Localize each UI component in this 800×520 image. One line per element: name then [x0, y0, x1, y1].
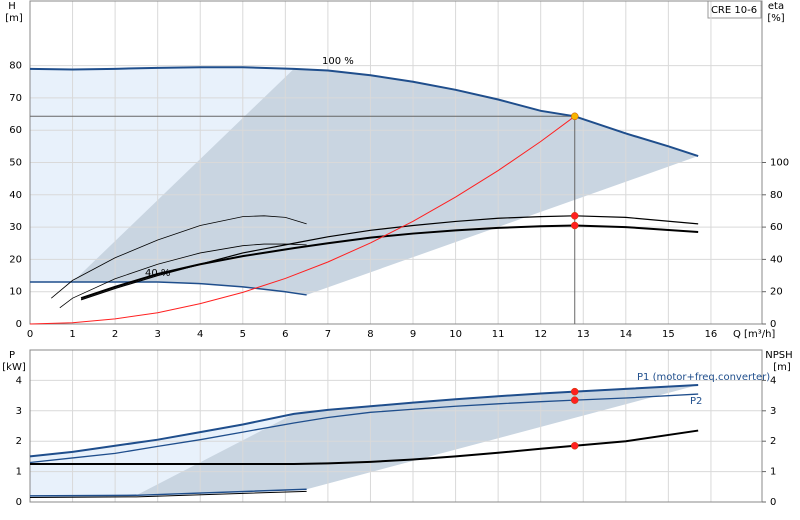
y-tick-label: 1 — [16, 467, 22, 478]
x-tick-label: 6 — [282, 329, 288, 340]
x-tick-label: 12 — [534, 329, 547, 340]
curve — [29, 115, 576, 325]
curve — [59, 243, 307, 309]
curve — [29, 383, 699, 458]
y2-tick-label: 2 — [770, 436, 776, 447]
y-tick-label: 20 — [9, 254, 22, 265]
x-tick-label: 16 — [705, 329, 718, 340]
y-tick-label: 2 — [16, 436, 22, 447]
y-tick-label: 0 — [16, 497, 22, 508]
y-tick-label: 60 — [9, 125, 22, 136]
y2-unit: [m] — [773, 362, 791, 373]
operating-point — [570, 221, 579, 230]
operating-point — [570, 212, 579, 220]
y2-unit: [%] — [767, 13, 784, 24]
curve-label: P1 (motor+freq.converter) — [637, 372, 770, 383]
y-tick-label: 10 — [9, 287, 22, 298]
y-label: P — [9, 350, 15, 361]
y2-tick-label: 0 — [770, 497, 776, 508]
y2-tick-label: 3 — [770, 406, 776, 417]
x-tick-label: 5 — [240, 329, 246, 340]
y2-label: eta — [768, 1, 784, 12]
x-tick-label: 11 — [492, 329, 505, 340]
x-tick-label: 3 — [154, 329, 160, 340]
curve — [80, 224, 699, 300]
pump-label: CRE 10-6 — [711, 5, 757, 16]
operating-point — [570, 442, 579, 450]
y-tick-label: 4 — [16, 375, 22, 386]
x-tick-label: 4 — [197, 329, 203, 340]
plot-frame — [29, 349, 763, 503]
y-label: H — [8, 1, 16, 12]
x-tick-label: 15 — [662, 329, 675, 340]
x-tick-label: 9 — [410, 329, 416, 340]
y2-tick-label: 20 — [770, 287, 783, 298]
x-tick-label: 1 — [69, 329, 75, 340]
curve-label: 40 % — [145, 268, 170, 279]
curve — [30, 281, 307, 296]
y-tick-label: 50 — [9, 158, 22, 169]
y-tick-label: 3 — [16, 406, 22, 417]
operating-point — [570, 387, 579, 396]
operating-range — [72, 68, 699, 295]
y-unit: [m] — [5, 13, 23, 24]
curve — [30, 429, 699, 465]
curve — [29, 66, 699, 157]
x-tick-label: 7 — [325, 329, 331, 340]
x-tick-label: 2 — [112, 329, 118, 340]
x-tick-label: 8 — [367, 329, 373, 340]
x-label: Q [m³/h] — [733, 329, 775, 340]
y2-tick-label: 4 — [770, 375, 776, 386]
x-tick-label: 0 — [27, 329, 33, 340]
y-unit: [kW] — [2, 362, 26, 373]
y-tick-label: 40 — [9, 190, 22, 201]
y-tick-label: 30 — [9, 222, 22, 233]
y-tick-label: 70 — [9, 93, 22, 104]
operating-point — [570, 112, 579, 121]
curve — [29, 393, 699, 464]
y2-tick-label: 60 — [770, 222, 783, 233]
curve-label: P2 — [690, 396, 702, 407]
y2-tick-label: 100 — [770, 158, 789, 169]
x-tick-label: 10 — [449, 329, 462, 340]
y2-tick-label: 1 — [770, 467, 776, 478]
y2-tick-label: 80 — [770, 190, 783, 201]
operating-range — [136, 384, 699, 496]
y-tick-label: 80 — [9, 61, 22, 72]
curve — [29, 488, 307, 497]
y-tick-label: 0 — [16, 319, 22, 330]
x-tick-label: 13 — [577, 329, 590, 340]
curve — [80, 215, 699, 301]
operating-point — [570, 396, 579, 404]
x-tick-label: 14 — [619, 329, 632, 340]
y2-tick-label: 0 — [770, 319, 776, 330]
curve — [51, 215, 307, 299]
curve-label: 100 % — [322, 56, 354, 67]
curve — [29, 490, 307, 498]
y2-tick-label: 40 — [770, 254, 783, 265]
y2-label: NPSH — [765, 350, 792, 361]
